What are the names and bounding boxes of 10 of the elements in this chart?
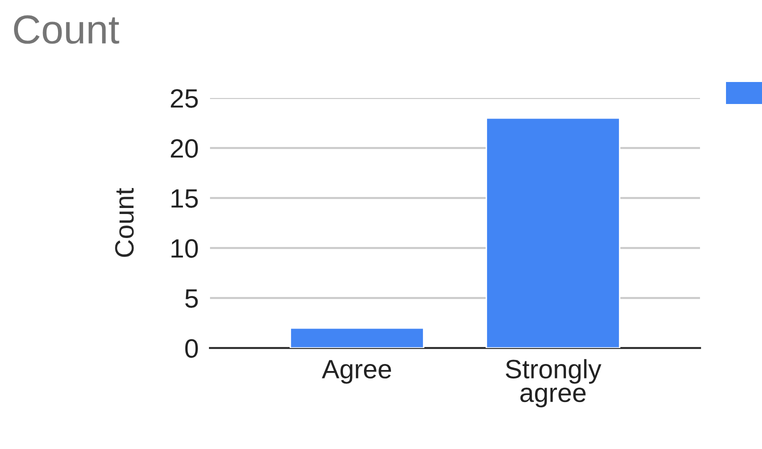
chart-title: Count: [14, 15, 120, 44]
y-axis-title: Count: [115, 188, 134, 257]
y-tick-label: 5: [185, 289, 198, 308]
y-tick-label: 20: [170, 139, 198, 158]
y-tick-label: 0: [185, 339, 198, 358]
x-tick-label: Strongly agree: [506, 359, 602, 408]
y-tick-label: 25: [170, 89, 198, 108]
x-tick-label: Agree: [322, 360, 392, 384]
y-tick-label: 10: [172, 239, 198, 258]
y-tick-label: 15: [172, 189, 198, 208]
